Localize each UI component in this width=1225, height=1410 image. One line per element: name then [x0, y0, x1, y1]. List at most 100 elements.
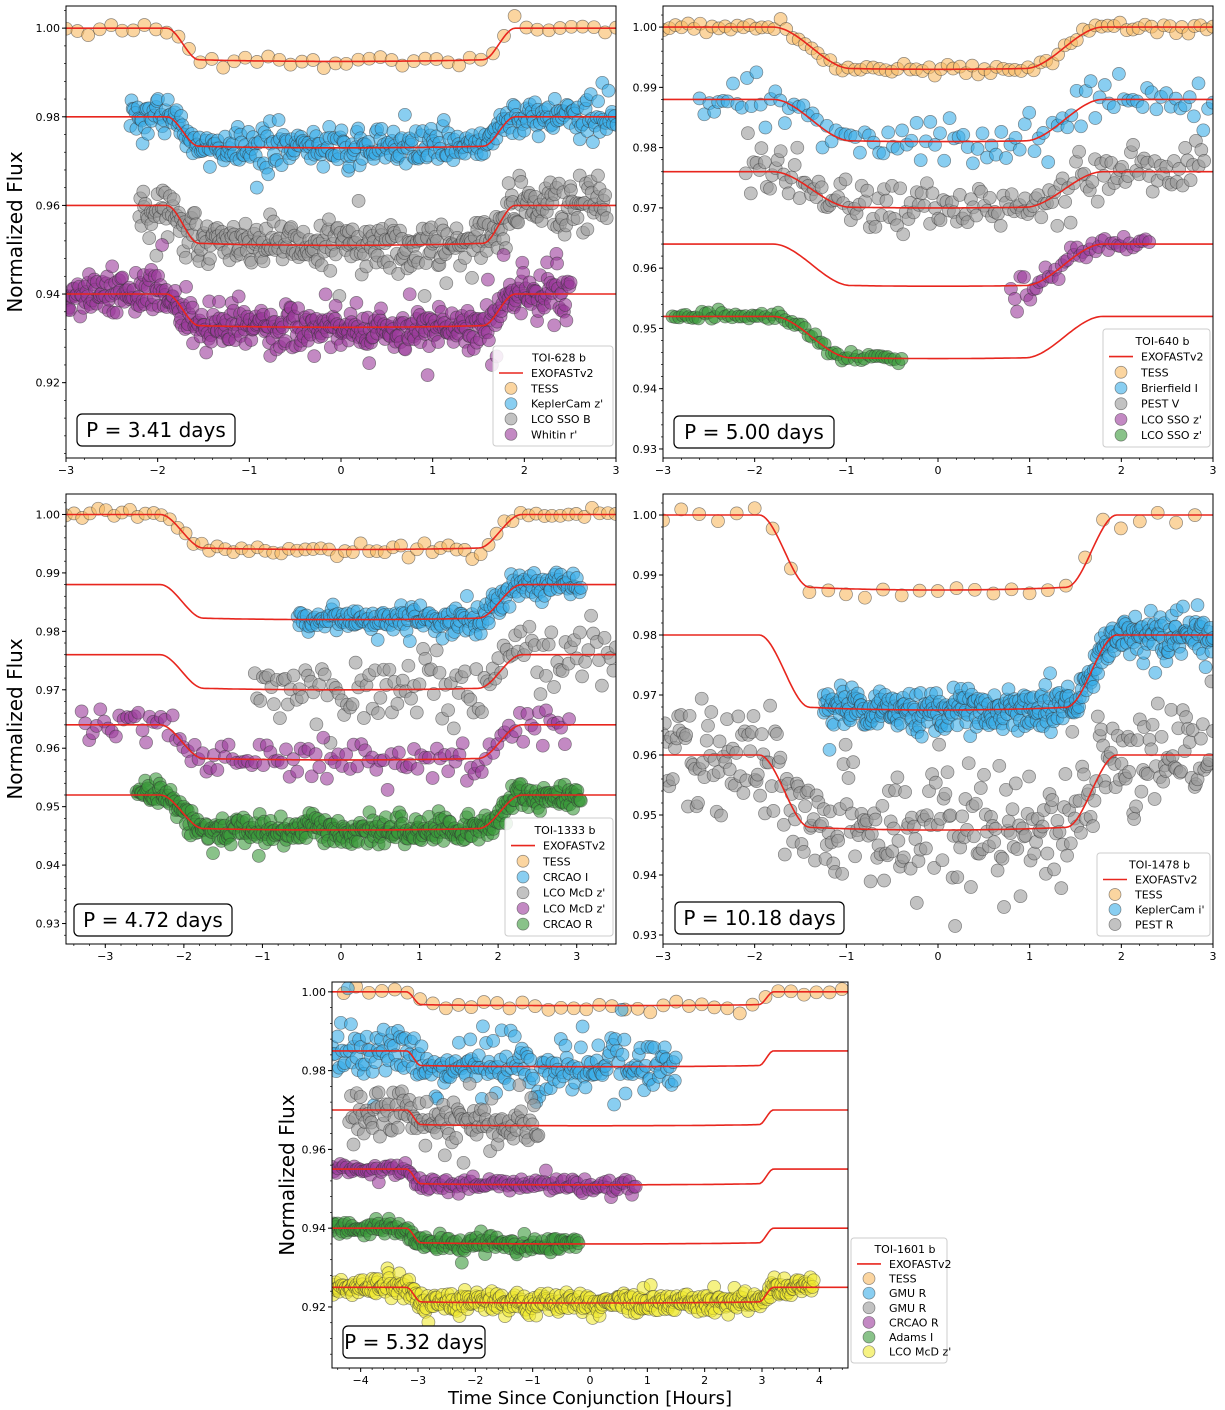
series-crcao-r [332, 1156, 643, 1205]
data-point [1059, 578, 1073, 593]
data-point [109, 305, 124, 320]
data-point [554, 1000, 568, 1015]
data-point [182, 42, 196, 56]
data-point [212, 294, 226, 309]
series-lco-sso-z- [665, 302, 909, 371]
data-point [550, 256, 564, 271]
data-point [766, 804, 781, 818]
data-point [575, 669, 589, 684]
data-point [502, 599, 517, 614]
x-tick-label: 2 [495, 950, 502, 963]
legend-swatch [1114, 397, 1128, 411]
data-point [362, 356, 377, 370]
data-point [204, 52, 219, 66]
data-point [894, 588, 909, 603]
data-point [137, 18, 152, 32]
data-point [166, 192, 181, 207]
data-point [1149, 102, 1164, 117]
legend-swatch [1114, 428, 1128, 442]
data-point [452, 1035, 466, 1050]
data-point [126, 23, 141, 38]
y-tick-label: 0.96 [633, 262, 658, 275]
data-point [914, 729, 929, 744]
data-point [531, 129, 546, 144]
data-point [514, 306, 528, 321]
data-point [426, 687, 441, 701]
data-point [353, 1089, 368, 1104]
data-point [573, 793, 588, 808]
data-point [418, 1138, 433, 1153]
data-point [993, 218, 1008, 233]
data-point [1187, 109, 1201, 124]
data-point [691, 795, 705, 810]
data-point [1077, 767, 1091, 782]
data-point [81, 28, 96, 42]
data-point [928, 775, 943, 790]
data-point [460, 589, 474, 603]
data-point [893, 181, 908, 196]
data-point [251, 849, 266, 863]
data-point [1043, 666, 1057, 681]
y-tick-label: 0.93 [633, 929, 658, 942]
data-point [1150, 696, 1165, 711]
data-point [720, 712, 734, 726]
data-point [738, 166, 753, 181]
data-point [674, 502, 689, 517]
data-point [860, 183, 875, 198]
data-point [522, 619, 537, 634]
data-point [729, 746, 744, 760]
panel-toi-1601-b: 0.920.940.960.981.00−4 −3 −2 −1 0 1 2 3 4Normali… [275, 981, 952, 1409]
data-point [1148, 665, 1163, 680]
legend-entry: EXOFASTv2 [543, 840, 606, 853]
data-point [558, 737, 572, 752]
data-point [304, 769, 319, 784]
data-point [320, 771, 334, 786]
data-point [994, 125, 1009, 139]
data-point [210, 763, 225, 777]
data-point [591, 94, 605, 109]
data-point [973, 781, 988, 795]
series-keplercam-i- [816, 598, 1213, 757]
y-tick-label: 0.96 [633, 749, 658, 762]
data-point [997, 900, 1011, 914]
data-point [741, 126, 755, 140]
x-tick-label: −3 [58, 464, 74, 477]
data-point [526, 1071, 541, 1086]
data-point [1106, 100, 1121, 115]
data-point [753, 788, 767, 803]
data-point [868, 219, 883, 234]
data-point [1027, 144, 1042, 159]
data-point [966, 156, 980, 171]
legend-entry: Brierfield I [1141, 382, 1198, 395]
data-point [449, 1131, 464, 1145]
data-point [1022, 586, 1037, 601]
data-point [853, 145, 867, 160]
data-point [380, 783, 395, 797]
data-point [1198, 660, 1213, 674]
data-point [149, 248, 164, 263]
series-pest-r [663, 674, 1213, 933]
period-box [73, 903, 233, 937]
data-point [704, 705, 719, 719]
x-tick-label: 3 [573, 950, 580, 963]
legend-swatch [1114, 413, 1128, 426]
data-point [136, 184, 151, 199]
data-point [1072, 144, 1086, 159]
x-tick-label: 2 [1118, 464, 1125, 477]
data-point [1142, 235, 1157, 249]
data-point [457, 543, 472, 557]
legend-entry: PEST V [1141, 398, 1180, 411]
data-point [1145, 717, 1160, 732]
model-curve [66, 794, 616, 831]
data-point [749, 65, 764, 80]
data-point [1017, 270, 1031, 284]
data-point [481, 616, 496, 631]
data-point [923, 115, 938, 129]
data-point [682, 708, 697, 723]
x-tick-label: −2 [176, 950, 192, 963]
data-point [530, 22, 545, 37]
data-point [896, 227, 911, 242]
data-point [373, 1129, 387, 1144]
data-point [657, 1040, 672, 1055]
data-point [1005, 802, 1020, 817]
